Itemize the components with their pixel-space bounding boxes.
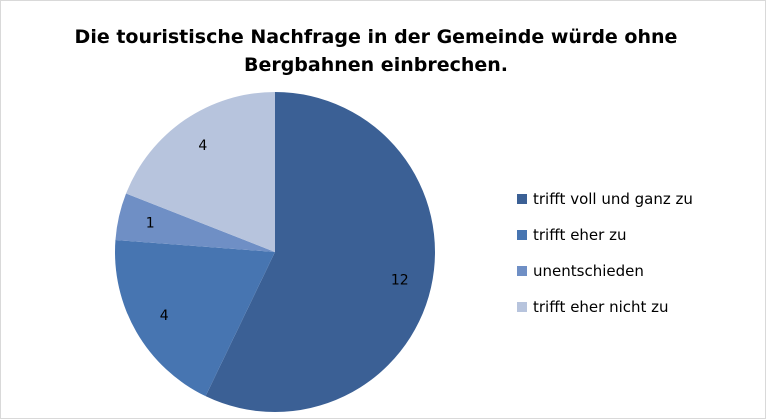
pie-slice: [114, 240, 275, 397]
data-label: 4: [198, 138, 207, 154]
data-label: 12: [391, 272, 409, 288]
legend-label: unentschieden: [533, 262, 644, 280]
pie-slice: [126, 92, 275, 252]
data-label: 4: [160, 308, 169, 324]
legend-label: trifft voll und ganz zu: [533, 190, 693, 208]
legend-item: trifft voll und ganz zu: [517, 181, 693, 217]
legend-swatch: [517, 266, 527, 276]
pie-slice: [115, 193, 276, 252]
chart-title: Die touristische Nachfrage in der Gemein…: [74, 26, 678, 76]
legend-label: trifft eher nicht zu: [533, 298, 669, 316]
legend: trifft voll und ganz zu trifft eher zu une…: [517, 181, 693, 325]
legend-label: trifft eher zu: [533, 226, 627, 244]
legend-item: trifft eher nicht zu: [517, 289, 693, 325]
legend-item: trifft eher zu: [517, 217, 693, 253]
legend-swatch: [517, 230, 527, 240]
legend-item: unentschieden: [517, 253, 693, 289]
data-label: 1: [146, 216, 155, 232]
legend-swatch: [517, 302, 527, 312]
legend-swatch: [517, 194, 527, 204]
pie-slice: [205, 92, 435, 413]
